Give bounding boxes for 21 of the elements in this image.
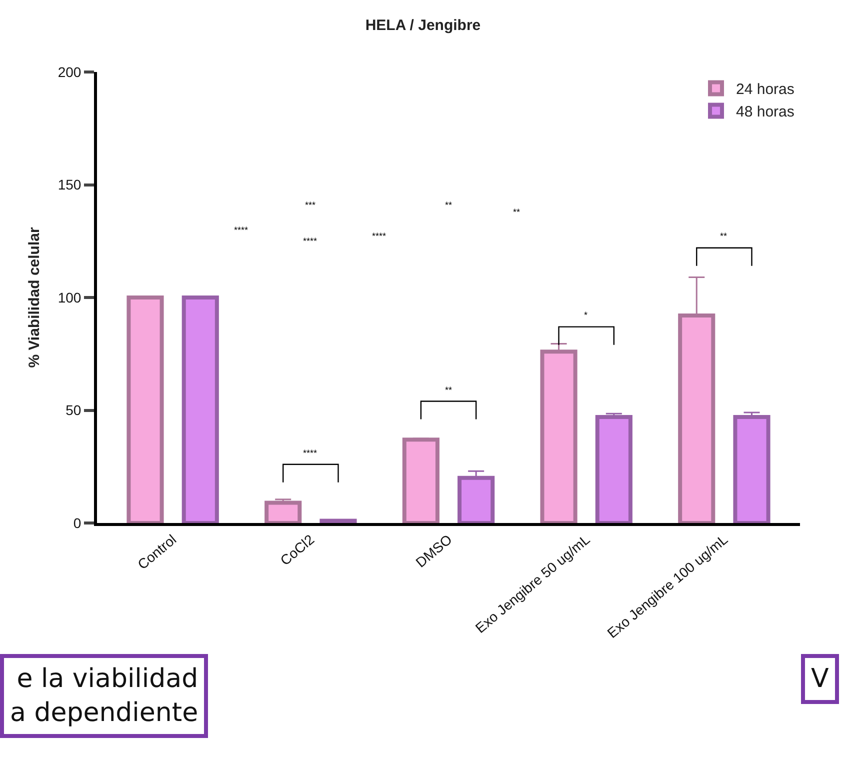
text: e la viabilidad a dependiente bbox=[10, 664, 198, 728]
legend-label: 24 horas bbox=[736, 81, 794, 98]
annotation: * bbox=[584, 310, 588, 320]
annotation: **** bbox=[303, 236, 318, 246]
annotation: ** bbox=[513, 207, 520, 217]
y-axis-title: % Viabilidad celular bbox=[26, 227, 44, 368]
annotation: *** bbox=[305, 200, 316, 210]
y-tick-label: 150 bbox=[58, 176, 82, 193]
annotation: **** bbox=[303, 448, 318, 458]
annotation: **** bbox=[372, 231, 387, 241]
y-tick-label: 50 bbox=[66, 402, 82, 418]
annotation: ** bbox=[445, 385, 452, 395]
text: V bbox=[811, 664, 829, 694]
annotation: ** bbox=[720, 231, 728, 241]
annotation: **** bbox=[234, 225, 249, 235]
legend-label: 48 horas bbox=[736, 104, 794, 121]
y-tick-label: 0 bbox=[73, 514, 82, 531]
chart-title: HELA / Jengibre bbox=[365, 16, 481, 34]
annotation: ** bbox=[445, 200, 452, 210]
y-tick-label: 200 bbox=[58, 64, 82, 80]
y-tick-label: 100 bbox=[58, 289, 82, 306]
